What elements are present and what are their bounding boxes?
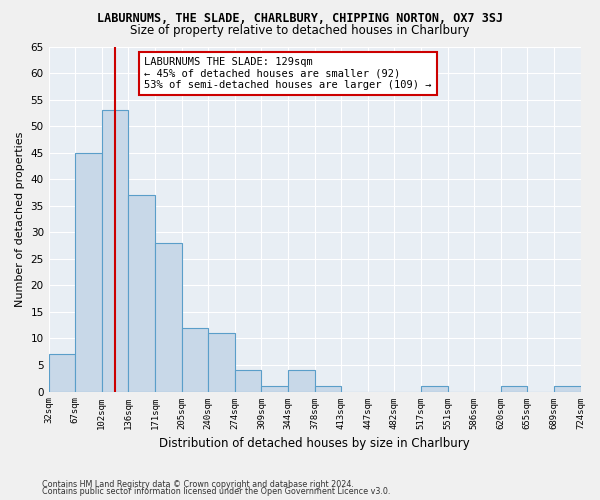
Bar bbox=[288, 370, 314, 392]
Bar bbox=[314, 386, 341, 392]
Bar bbox=[102, 110, 128, 392]
Text: LABURNUMS THE SLADE: 129sqm
← 45% of detached houses are smaller (92)
53% of sem: LABURNUMS THE SLADE: 129sqm ← 45% of det… bbox=[145, 57, 432, 90]
Text: Size of property relative to detached houses in Charlbury: Size of property relative to detached ho… bbox=[130, 24, 470, 37]
Bar bbox=[421, 386, 448, 392]
Bar bbox=[208, 333, 235, 392]
Bar bbox=[235, 370, 262, 392]
Bar bbox=[501, 386, 527, 392]
Text: LABURNUMS, THE SLADE, CHARLBURY, CHIPPING NORTON, OX7 3SJ: LABURNUMS, THE SLADE, CHARLBURY, CHIPPIN… bbox=[97, 12, 503, 26]
Bar bbox=[155, 243, 182, 392]
X-axis label: Distribution of detached houses by size in Charlbury: Distribution of detached houses by size … bbox=[159, 437, 470, 450]
Text: Contains HM Land Registry data © Crown copyright and database right 2024.: Contains HM Land Registry data © Crown c… bbox=[42, 480, 354, 489]
Bar bbox=[262, 386, 288, 392]
Y-axis label: Number of detached properties: Number of detached properties bbox=[15, 132, 25, 306]
Text: Contains public sector information licensed under the Open Government Licence v3: Contains public sector information licen… bbox=[42, 488, 391, 496]
Bar bbox=[182, 328, 208, 392]
Bar bbox=[554, 386, 581, 392]
Bar bbox=[128, 195, 155, 392]
Bar bbox=[49, 354, 75, 392]
Bar bbox=[75, 152, 102, 392]
